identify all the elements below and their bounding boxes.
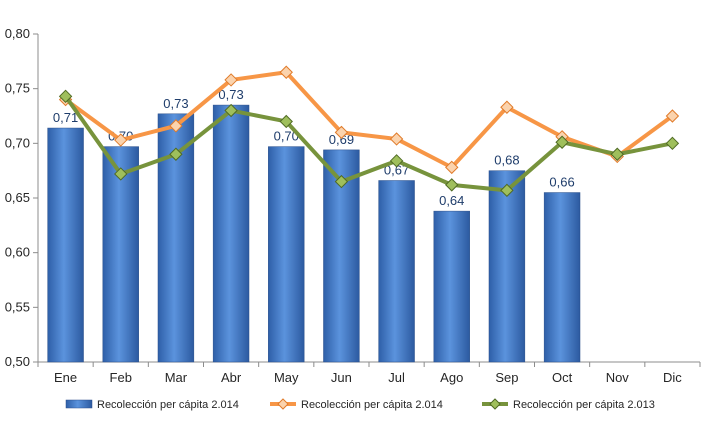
x-tick-label: Sep: [495, 370, 518, 385]
bar-data-label: 0,70: [274, 129, 299, 144]
line-series: [58, 65, 680, 198]
y-axis: 0,50 0,55 0,60 0,65 0,70 0,75 0,80: [5, 26, 39, 369]
bar-data-label: 0,71: [53, 110, 78, 125]
bar: [433, 210, 470, 363]
bar-data-label: 0,69: [329, 132, 354, 147]
series-point: [58, 89, 73, 104]
series-point: [224, 73, 238, 87]
legend-swatch: [65, 399, 93, 409]
series-point: [279, 65, 293, 79]
bar: [212, 104, 250, 363]
bar: [488, 170, 526, 363]
series-line: [63, 95, 673, 193]
series-point: [389, 132, 404, 146]
legend: Recolección per cápita 2.014 Recolección …: [65, 398, 655, 411]
bar-data-label: 0,73: [218, 87, 243, 102]
series-point: [334, 174, 349, 189]
y-tick-label: 0,60: [5, 245, 30, 260]
series-point: [555, 135, 569, 149]
legend-label: Recolección per cápita 2.013: [513, 399, 655, 411]
series-point: [169, 147, 183, 161]
bar: [543, 192, 581, 363]
series-point: [500, 100, 514, 114]
bar-data-label: 0,66: [549, 175, 574, 190]
y-tick-label: 0,80: [5, 26, 30, 41]
series-point: [114, 167, 128, 181]
series-point: [334, 125, 349, 140]
x-tick-label: Ene: [54, 370, 77, 385]
bar-data-label: 0,64: [439, 193, 464, 208]
bar-data-label: 0,73: [163, 96, 188, 111]
x-tick-label: Oct: [552, 370, 573, 385]
x-tick-label: May: [274, 370, 299, 385]
y-tick-label: 0,55: [5, 299, 30, 314]
x-tick-label: Ago: [440, 370, 463, 385]
series-point: [445, 178, 459, 192]
bar: [378, 180, 415, 363]
bar-data-label: 0,68: [494, 153, 519, 168]
y-tick-label: 0,75: [5, 81, 30, 96]
y-tick-label: 0,70: [5, 135, 30, 150]
x-axis: Ene Feb Mar Abr May Jun Jul Ago Sep Oct Nov Dic: [37, 361, 701, 385]
series-point: [224, 103, 238, 118]
y-tick-label: 0,65: [5, 190, 30, 205]
legend-marker: [277, 398, 289, 410]
legend-label: Recolección per cápita 2.014: [97, 399, 239, 411]
bar: [268, 146, 305, 363]
x-tick-label: Feb: [110, 370, 132, 385]
x-tick-label: Jun: [331, 370, 352, 385]
x-tick-label: Jul: [388, 370, 405, 385]
series-point: [389, 154, 404, 168]
series-line: [64, 70, 674, 170]
series-point: [665, 136, 680, 151]
series-point: [610, 147, 624, 161]
x-tick-label: Dic: [663, 370, 682, 385]
x-tick-label: Nov: [606, 370, 630, 385]
x-tick-label: Mar: [165, 370, 188, 385]
series-point: [500, 183, 514, 198]
y-tick-label: 0,50: [5, 354, 30, 369]
series-point: [445, 160, 459, 175]
bar-data-label: 0,67: [384, 163, 409, 178]
bar: [47, 127, 84, 363]
series-point: [665, 109, 680, 123]
legend-marker: [489, 398, 501, 410]
x-tick-label: Abr: [221, 370, 242, 385]
series-point: [114, 133, 128, 147]
series-point: [169, 119, 183, 133]
series-point: [279, 114, 293, 129]
legend-label: Recolección per cápita 2.014: [301, 399, 443, 411]
bar: [102, 146, 139, 363]
